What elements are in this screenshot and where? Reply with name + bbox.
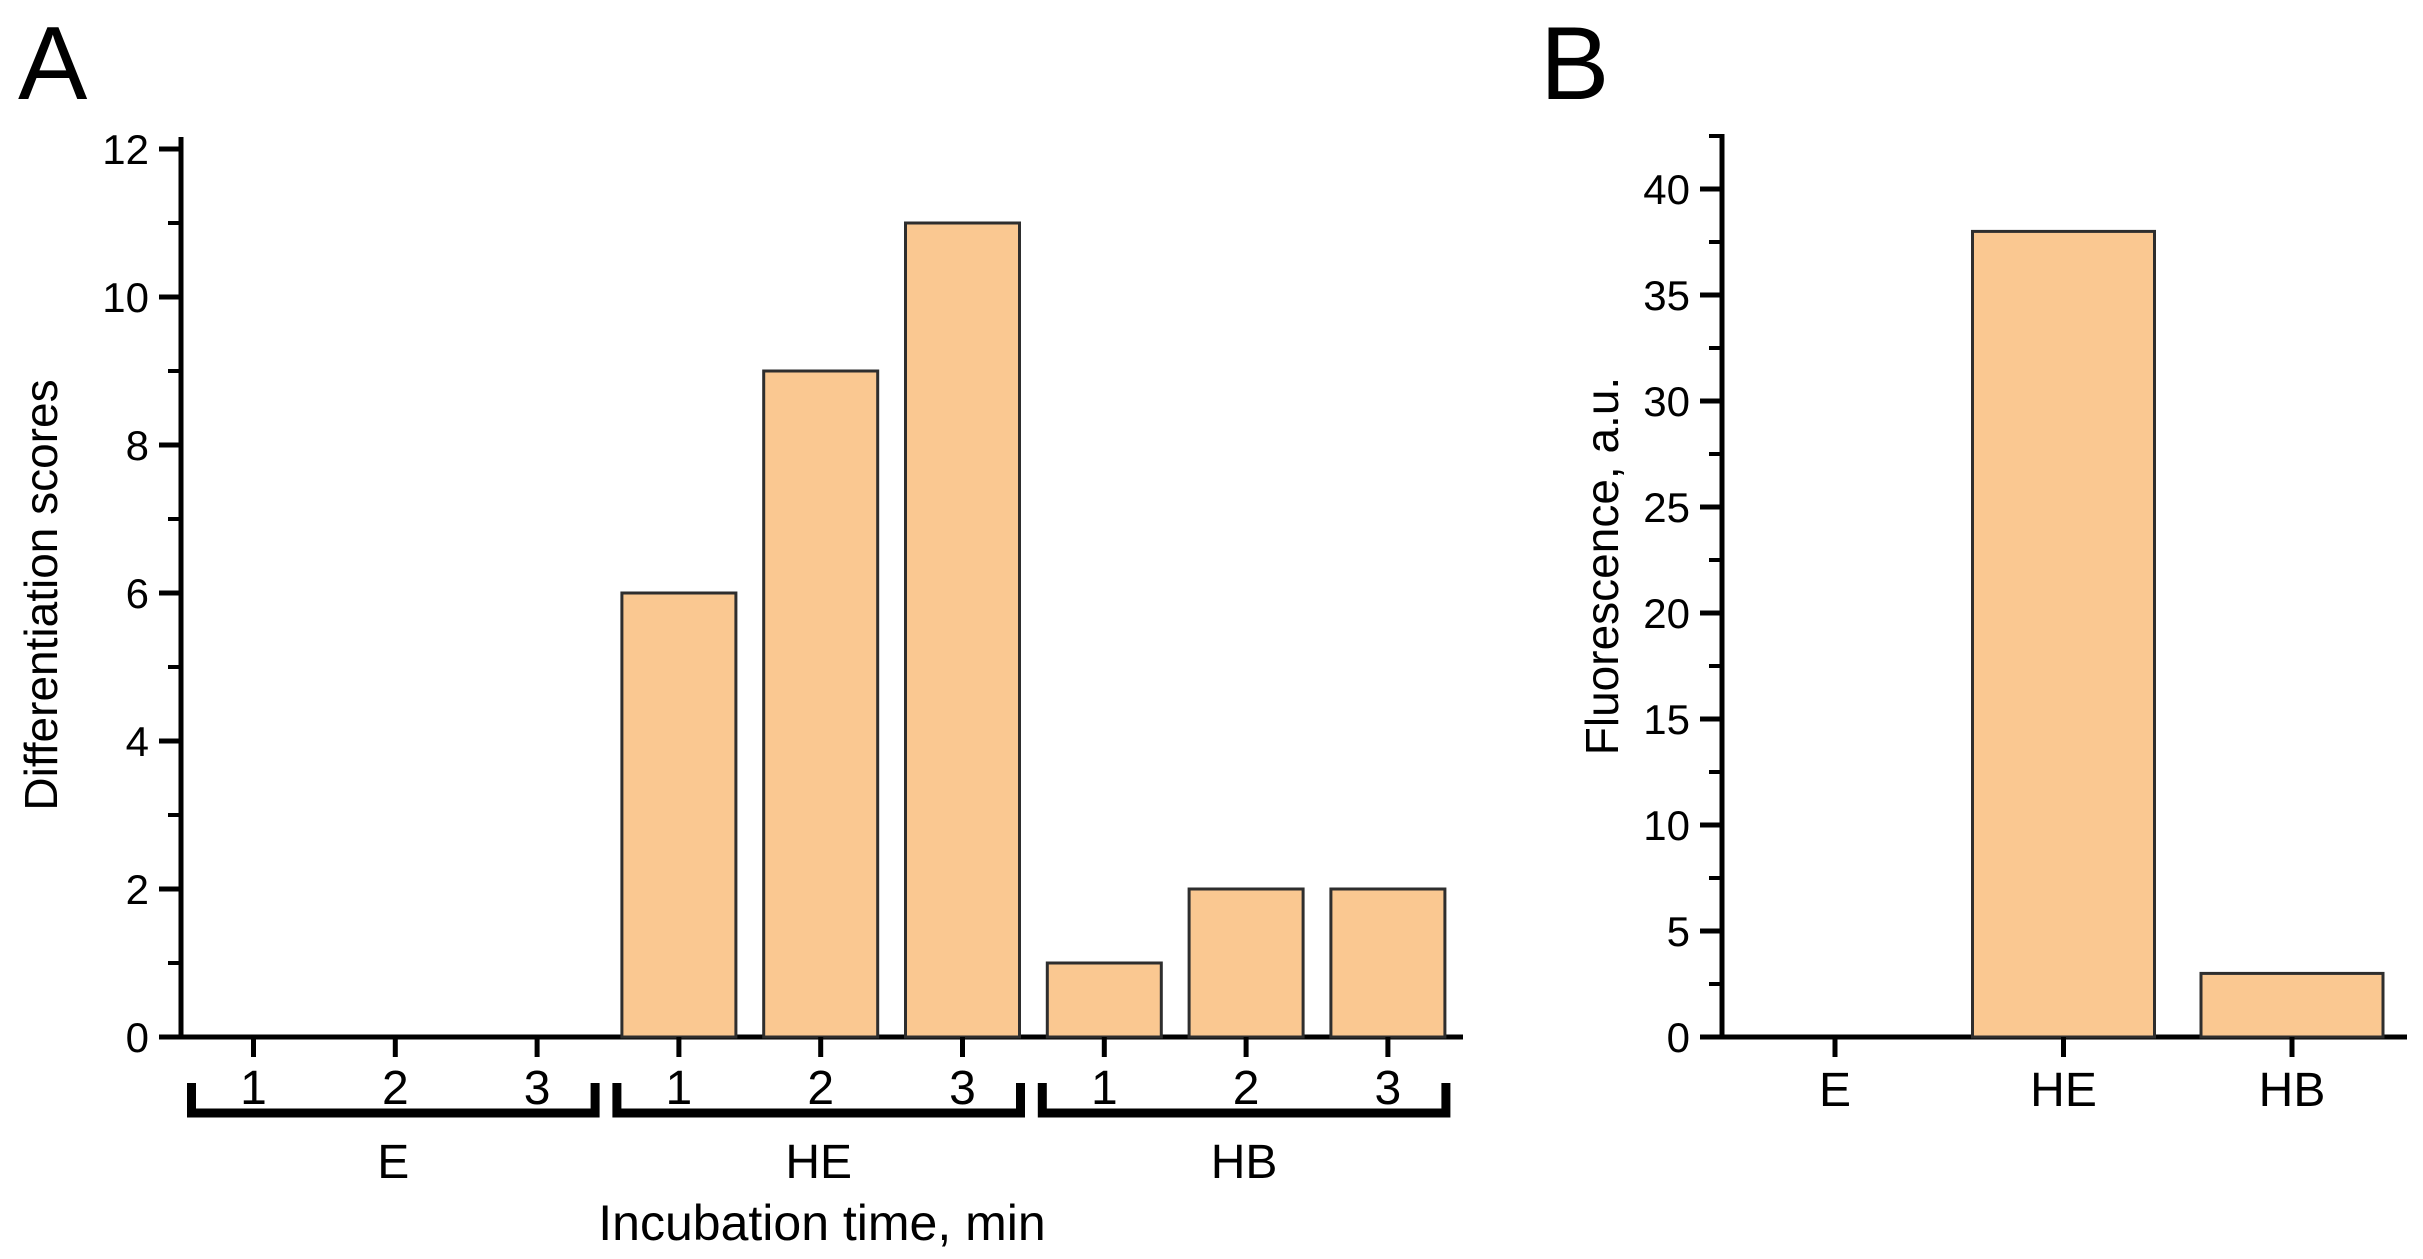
panel-b-y-tick-label: 40	[1643, 166, 1690, 213]
panel-a-x-tick-label: 3	[524, 1062, 551, 1115]
group-label-HB: HB	[1211, 1136, 1278, 1189]
group-bracket-HE	[612, 1083, 1025, 1118]
panel-a-x-tick-label: 3	[949, 1062, 976, 1115]
bar-HE-1	[620, 591, 738, 1039]
bar-HE	[1971, 229, 2156, 1039]
group-label-E: E	[377, 1136, 409, 1189]
panel-b-y-tick-label: 0	[1667, 1014, 1690, 1061]
panel-b-y-tick-label: 5	[1667, 908, 1690, 955]
panel-b-y-tick-label: 10	[1643, 802, 1690, 849]
panel-a-y-tick-label: 2	[126, 866, 149, 913]
panel-a-y-axis-title: Differentiation scores	[15, 379, 67, 811]
panel-a-x-tick-label: 1	[666, 1062, 693, 1115]
panel-b-y-tick-label: 15	[1643, 696, 1690, 743]
panel-a-y-tick-label: 10	[102, 274, 149, 321]
panel-a-x-tick-label: 2	[807, 1062, 834, 1115]
panel-a-y-tick-label: 8	[126, 422, 149, 469]
panel-a-x-tick-label: 1	[1091, 1062, 1118, 1115]
panel-a-x-tick-label: 1	[240, 1062, 267, 1115]
group-label-HE: HE	[785, 1136, 852, 1189]
bar-HE-3	[904, 221, 1021, 1039]
bar-HE-2	[762, 369, 880, 1039]
group-bracket-HB	[1037, 1083, 1451, 1118]
panel-b-y-tick-label: 35	[1643, 272, 1690, 319]
panel-a-x-axis-title: Incubation time, min	[598, 1195, 1046, 1251]
panel-b-y-axis-title: Fluorescence, a.u.	[1576, 376, 1628, 756]
bar-HB-3	[1329, 887, 1447, 1039]
panel-a-x-tick-label: 3	[1375, 1062, 1402, 1115]
bar-HB-1	[1045, 961, 1163, 1039]
panel-a-y-tick-label: 0	[126, 1014, 149, 1061]
panel-b-x-tick-label: E	[1819, 1064, 1851, 1117]
panel-a-y-tick-label: 4	[126, 718, 149, 765]
panel-b-x-tick-label: HE	[2030, 1064, 2097, 1117]
panel-b-x-tick-label: HB	[2259, 1064, 2326, 1117]
panel-label-b: B	[1540, 6, 1610, 122]
panel-b-y-tick-label: 30	[1643, 378, 1690, 425]
panel-a-y-tick-label: 12	[102, 126, 149, 173]
bar-HB	[2199, 971, 2385, 1039]
group-bracket-E	[187, 1083, 600, 1118]
panel-a-y-tick-label: 6	[126, 570, 149, 617]
panel-b-y-tick-label: 20	[1643, 590, 1690, 637]
panel-a-x-tick-label: 2	[1233, 1062, 1260, 1115]
bar-HB-2	[1187, 887, 1305, 1039]
panel-label-a: A	[18, 6, 88, 122]
panel-a-x-tick-label: 2	[382, 1062, 409, 1115]
panel-b-y-tick-label: 25	[1643, 484, 1690, 531]
